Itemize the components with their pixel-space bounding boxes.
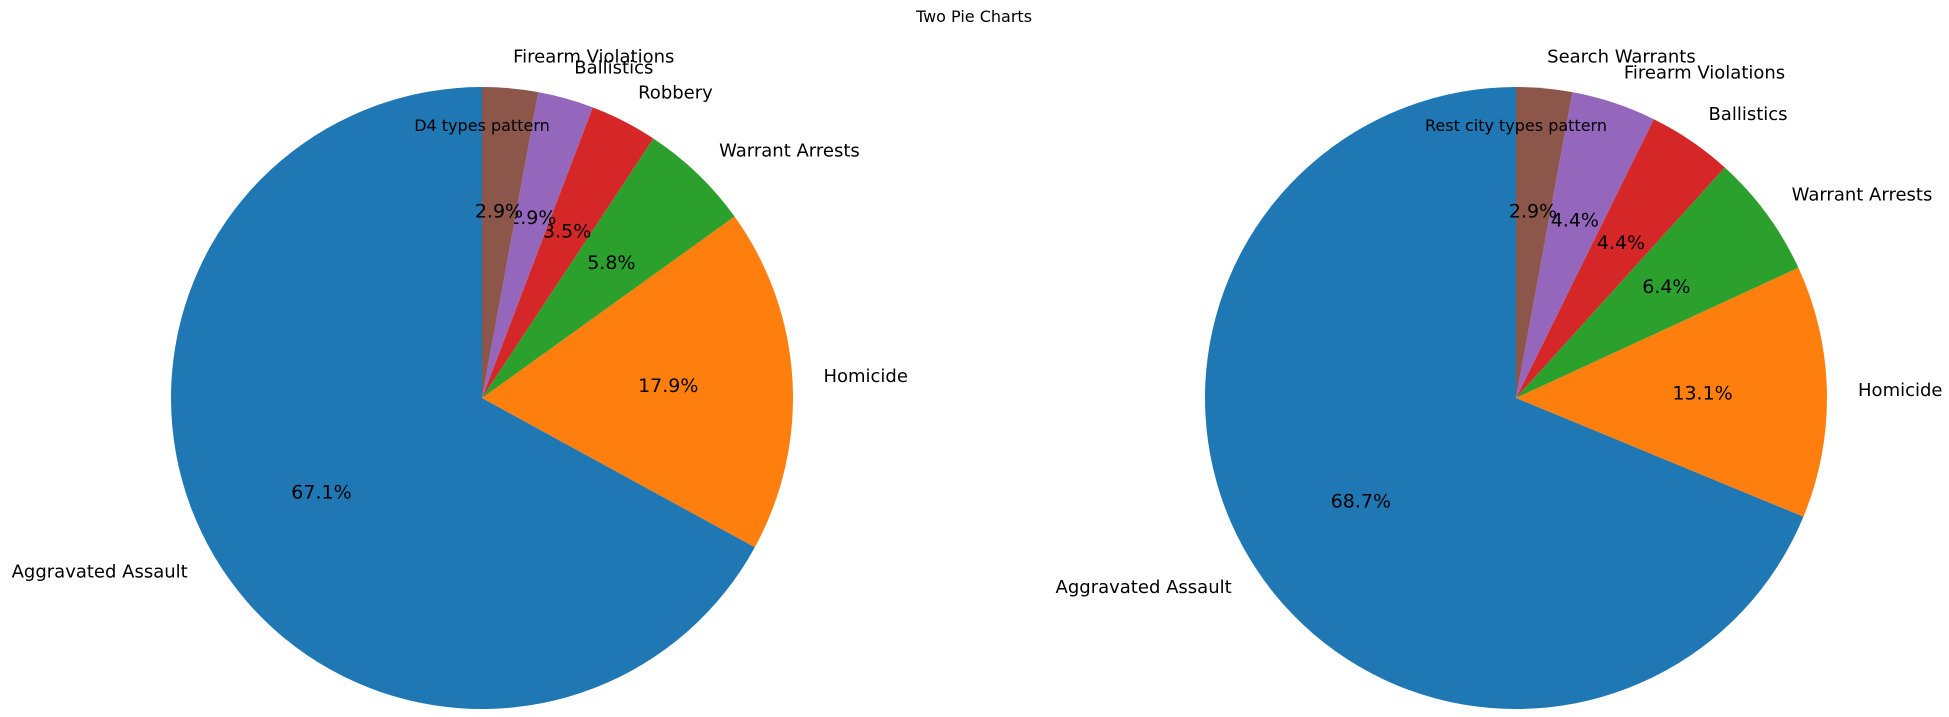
pie-slice-warrant-arrests bbox=[482, 138, 735, 398]
slice-label: Ballistics bbox=[574, 58, 653, 79]
slice-percent-label: 17.9% bbox=[638, 375, 698, 397]
slice-percent-label: 3.5% bbox=[543, 220, 591, 242]
slice-percent-label: 6.4% bbox=[1642, 276, 1690, 298]
slice-percent-label: 5.8% bbox=[587, 252, 635, 274]
slice-percent-label: 68.7% bbox=[1331, 490, 1391, 512]
pie-slice-ballistics bbox=[482, 92, 593, 398]
pie-title: D4 types pattern bbox=[414, 116, 550, 135]
slice-label: Firearm Violations bbox=[513, 46, 674, 67]
slice-percent-label: 2.9% bbox=[1509, 201, 1557, 223]
slice-percent-label: 4.4% bbox=[1551, 209, 1599, 231]
slice-label: Aggravated Assault bbox=[12, 561, 188, 582]
slice-percent-label: 13.1% bbox=[1672, 383, 1732, 405]
slice-label: Homicide bbox=[1858, 380, 1942, 401]
pie-slice-aggravated-assault bbox=[171, 87, 755, 709]
pie-slice-ballistics bbox=[1516, 119, 1725, 398]
pie-slice-warrant-arrests bbox=[1516, 167, 1799, 398]
slice-label: Aggravated Assault bbox=[1056, 577, 1232, 598]
pie-title: Rest city types pattern bbox=[1425, 116, 1607, 135]
slice-percent-label: 2.9% bbox=[508, 207, 556, 229]
pie-slice-aggravated-assault bbox=[1205, 87, 1804, 709]
slice-percent-label: 2.9% bbox=[475, 201, 523, 223]
slice-percent-label: 67.1% bbox=[291, 482, 351, 504]
slice-label: Warrant Arrests bbox=[719, 140, 860, 161]
slice-label: Homicide bbox=[823, 366, 907, 387]
slice-label: Firearm Violations bbox=[1624, 62, 1785, 83]
pie-slice-search-warrants bbox=[1516, 87, 1573, 398]
pie-chart-d4: Aggravated Assault 67.1% Homicide 17.9% Warr… bbox=[12, 46, 908, 709]
pie-slice-robbery bbox=[482, 107, 654, 398]
figure-title: Two Pie Charts bbox=[915, 7, 1032, 26]
pie-slice-firearm-violations bbox=[1516, 92, 1654, 399]
pie-slice-homicide bbox=[482, 216, 793, 548]
slice-label: Warrant Arrests bbox=[1792, 184, 1933, 205]
slice-label: Ballistics bbox=[1708, 104, 1787, 125]
pie-chart-rest-city: Aggravated Assault 68.7% Homicide 13.1% Warr… bbox=[1056, 46, 1943, 709]
slice-label: Search Warrants bbox=[1547, 46, 1696, 67]
pie-slice-homicide bbox=[1516, 267, 1827, 517]
slice-percent-label: 4.4% bbox=[1597, 232, 1645, 254]
slice-label: Robbery bbox=[638, 83, 713, 104]
pie-slice-firearm-violations bbox=[482, 87, 539, 398]
